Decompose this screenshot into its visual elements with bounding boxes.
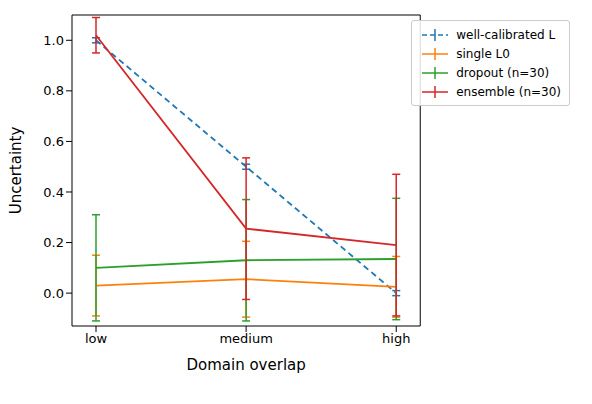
svg-text:1.0: 1.0	[43, 33, 64, 48]
svg-text:medium: medium	[219, 331, 272, 346]
svg-text:Uncertainty: Uncertainty	[8, 127, 25, 215]
svg-text:0.2: 0.2	[43, 235, 64, 250]
svg-text:Domain overlap: Domain overlap	[186, 356, 305, 374]
html-text:well-calibrated L: well-calibrated L	[456, 27, 556, 42]
html-text:dropout (n=30): dropout (n=30)	[456, 65, 550, 80]
svg-text:low: low	[85, 331, 108, 346]
html-text:ensemble (n=30): ensemble (n=30)	[456, 84, 561, 99]
svg-text:0.0: 0.0	[43, 286, 64, 301]
html-text:single L0: single L0	[456, 46, 510, 61]
svg-text:0.8: 0.8	[43, 83, 64, 98]
svg-text:0.4: 0.4	[43, 185, 64, 200]
svg-text:high: high	[382, 331, 410, 346]
svg-text:0.6: 0.6	[43, 134, 64, 149]
